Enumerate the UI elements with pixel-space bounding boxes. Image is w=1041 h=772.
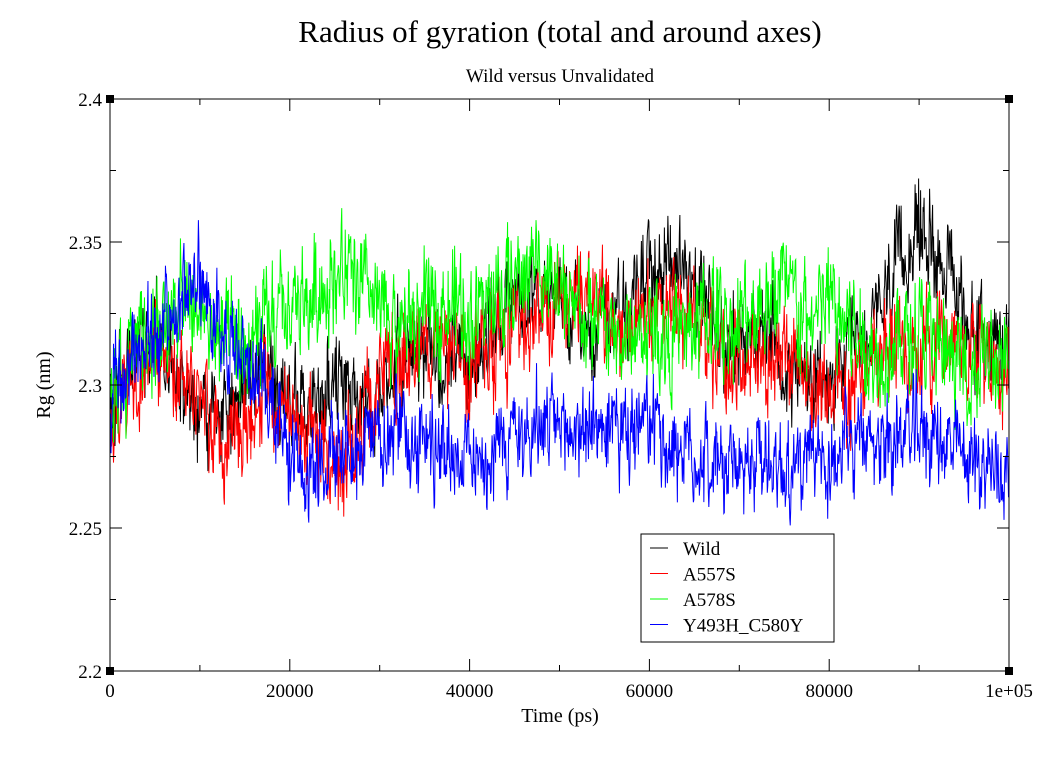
y-tick-label: 2.3 — [78, 376, 102, 397]
x-tick-label: 20000 — [266, 681, 314, 702]
y-tick-label: 2.2 — [78, 662, 102, 683]
x-tick-label: 0 — [105, 681, 115, 702]
x-tick-label: 1e+05 — [985, 681, 1033, 702]
legend: Wild A557S A578S Y493H_C580Y — [640, 533, 835, 643]
series-layer — [109, 178, 1010, 526]
legend-box — [640, 533, 835, 643]
x-tick-label: 40000 — [446, 681, 494, 702]
legend-label: A578S — [683, 590, 736, 611]
legend-label: Y493H_C580Y — [683, 616, 804, 637]
series-line-a578s — [109, 208, 1010, 443]
legend-label: A557S — [683, 565, 736, 586]
chart-title: Radius of gyration (total and around axe… — [298, 14, 821, 49]
corner-handle-tl — [106, 95, 114, 103]
x-tick-label: 60000 — [626, 681, 674, 702]
y-tick-label: 2.25 — [69, 519, 102, 540]
legend-label: Wild — [683, 539, 721, 560]
x-axis-label: Time (ps) — [521, 705, 599, 727]
tick-layer: 0 20000 40000 60000 80000 1e+05 2.2 2.25 2.3 2.35… — [69, 90, 1033, 702]
x-tick-label: 80000 — [805, 681, 853, 702]
corner-handle-bl — [106, 667, 114, 675]
chart-subtitle: Wild versus Unvalidated — [466, 66, 655, 87]
corner-handle-br — [1005, 667, 1013, 675]
y-tick-label: 2.35 — [69, 233, 102, 254]
series-line-y493h-c580y — [109, 220, 1010, 526]
corner-handle-tr — [1005, 95, 1013, 103]
y-tick-label: 2.4 — [78, 90, 102, 111]
y-axis-label: Rg (nm) — [33, 351, 55, 418]
